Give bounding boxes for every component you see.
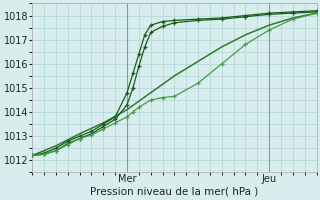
X-axis label: Pression niveau de la mer( hPa ): Pression niveau de la mer( hPa ) bbox=[90, 187, 259, 197]
